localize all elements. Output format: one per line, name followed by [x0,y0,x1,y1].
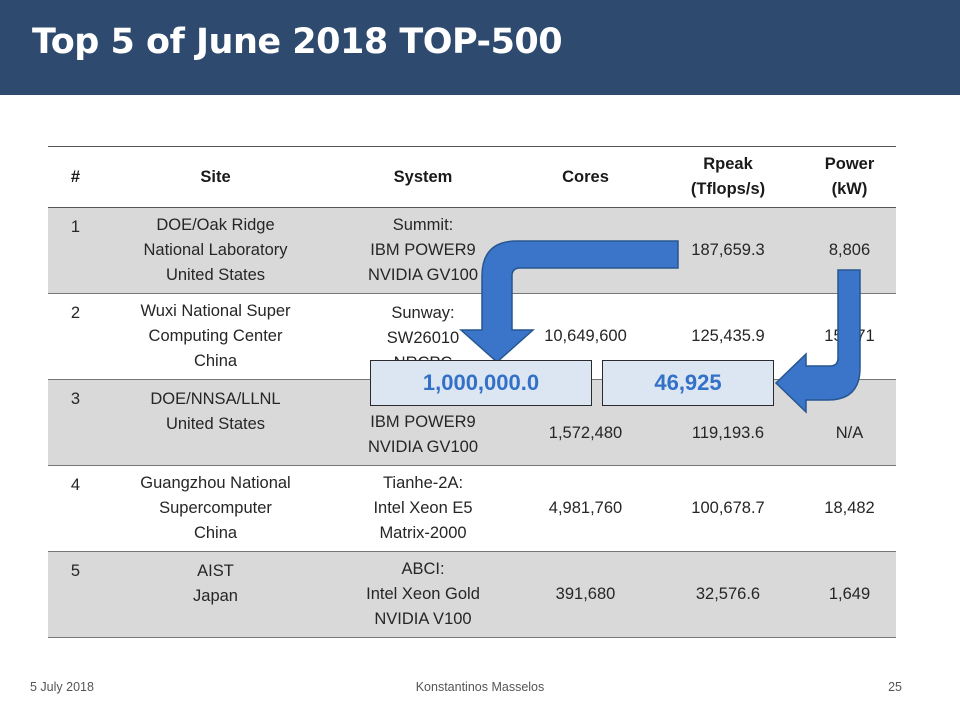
row-cores: 391,680 [555,585,616,603]
system-line: ABCI: [401,560,445,578]
row-cores: 10,649,600 [544,327,627,345]
row-num: 4 [70,476,81,494]
site-line: National Laboratory [143,241,288,259]
title-banner [0,0,960,95]
site-line: Wuxi National Super [140,302,291,320]
row-rpeak: 187,659.3 [691,241,765,259]
table-row: 1 DOE/Oak Ridge National Laboratory Unit… [48,208,896,294]
system-line: Intel Xeon E5 [373,499,473,517]
header-rpeak: Rpeak (Tflops/s) [653,152,803,202]
row-num: 5 [70,562,81,580]
header-num: # [70,167,81,186]
header-system: System [393,167,453,186]
row-site: Wuxi National Super Computing Center Chi… [103,299,328,374]
rpeak-callout: 1,000,000.0 [370,360,592,406]
footer-author: Konstantinos Masselos [415,680,545,694]
row-rpeak: 125,435.9 [691,327,765,345]
site-line: China [193,524,238,542]
row-rpeak: 100,678.7 [691,499,765,517]
system-line: NVIDIA GV100 [367,438,479,456]
system-line: Matrix-2000 [379,524,467,542]
row-system: Tianhe-2A: Intel Xeon E5 Matrix-2000 [328,471,518,546]
site-line: Computing Center [148,327,283,345]
row-num: 2 [70,304,81,322]
system-line: SW26010 [386,329,460,347]
row-rpeak: 119,193.6 [691,424,765,442]
system-line: NVIDIA GV100 [367,266,479,284]
header-rpeak-line1: Rpeak [703,155,753,173]
header-rpeak-line2: (Tflops/s) [690,180,766,198]
row-system: ABCI: Intel Xeon Gold NVIDIA V100 [328,557,518,632]
footer-date: 5 July 2018 [30,680,94,694]
site-line: United States [165,415,266,433]
row-num: 3 [70,390,81,408]
row-num: 1 [70,218,81,236]
header-power-line1: Power [824,155,875,173]
row-system: IBM POWER9 NVIDIA GV100 [328,385,518,460]
power-callout: 46,925 [602,360,774,406]
row-power: 1,649 [828,585,871,603]
row-power: 8,806 [828,241,871,259]
system-line: Sunway: [391,304,455,322]
row-rpeak: 32,576.6 [695,585,761,603]
header-power-line2: (kW) [831,180,868,198]
site-line: DOE/Oak Ridge [156,216,275,234]
system-line: Summit: [392,216,454,234]
row-site: DOE/NNSA/LLNL United States [103,380,328,437]
site-line: Supercomputer [159,499,272,517]
header-site: Site [200,167,231,186]
row-system: Summit: IBM POWER9 NVIDIA GV100 [328,213,518,288]
header-power: Power (kW) [803,152,896,202]
site-line: AIST [197,562,234,580]
row-power: 15,371 [824,327,875,345]
site-line: China [193,352,238,370]
slide-title: Top 5 of June 2018 TOP-500 [32,22,563,62]
header-cores: Cores [562,167,609,186]
site-line: Japan [193,587,238,605]
row-site: AIST Japan [103,552,328,609]
site-line: DOE/NNSA/LLNL [150,390,281,408]
system-line: IBM POWER9 [370,413,476,431]
row-power: N/A [835,424,864,442]
row-power: 18,482 [824,499,875,517]
row-cores: 4,981,760 [548,499,623,517]
row-site: DOE/Oak Ridge National Laboratory United… [103,213,328,288]
system-line: IBM POWER9 [370,241,476,259]
row-cores: 1,572,480 [548,424,623,442]
table-row: 4 Guangzhou National Supercomputer China… [48,466,896,552]
system-line: Tianhe-2A: [382,474,464,492]
site-line: Guangzhou National [140,474,291,492]
site-line: United States [165,266,266,284]
system-line: NVIDIA V100 [374,610,472,628]
row-site: Guangzhou National Supercomputer China [103,471,328,546]
footer-page-number: 25 [888,680,902,694]
system-line: Intel Xeon Gold [366,585,480,603]
table-header: # Site System Cores Rpeak (Tflops/s) Pow… [48,146,896,208]
table-row: 5 AIST Japan ABCI: Intel Xeon Gold NVIDI… [48,552,896,638]
